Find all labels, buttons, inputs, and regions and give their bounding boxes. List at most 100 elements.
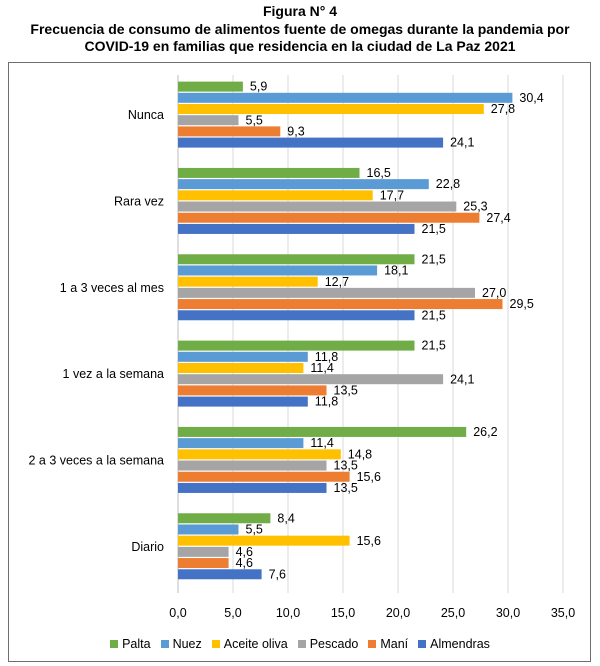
x-tick-label: 20,0 [386, 606, 410, 620]
bar [178, 287, 475, 298]
x-tick-label: 0,0 [169, 606, 186, 620]
bar [178, 212, 480, 223]
legend-label: Pescado [309, 637, 359, 651]
legend-item: Almendras [418, 637, 490, 651]
data-label: 4,6 [236, 545, 253, 559]
data-label: 21,5 [422, 252, 446, 266]
legend-swatch [160, 640, 169, 648]
data-label: 4,6 [236, 556, 253, 570]
data-label: 7,6 [269, 567, 286, 581]
data-label: 21,5 [422, 339, 446, 353]
bar [178, 179, 429, 190]
bar [178, 524, 239, 535]
bar [178, 167, 360, 178]
data-label: 13,5 [334, 384, 358, 398]
legend-item: Palta [110, 637, 151, 651]
bar [178, 460, 327, 471]
category-label: 1 vez a la semana [63, 367, 164, 381]
bar [178, 310, 415, 321]
bar [178, 104, 484, 114]
data-label: 11,4 [310, 436, 333, 450]
legend-item: Nuez [160, 637, 202, 651]
chart-title-line-1: Frecuencia de consumo de alimentos fuent… [30, 21, 570, 37]
data-label: 27,4 [486, 211, 510, 225]
legend-label: Maní [380, 637, 409, 651]
bar [178, 546, 229, 557]
x-tick-label: 25,0 [441, 606, 465, 620]
bar [178, 438, 304, 449]
bar [178, 351, 308, 362]
chart-frame [8, 62, 591, 662]
legend-label: Almendras [430, 637, 490, 651]
bar [178, 449, 341, 460]
data-label: 11,8 [315, 395, 338, 409]
x-tick-label: 35,0 [551, 606, 575, 620]
data-label: 17,7 [380, 188, 404, 202]
bar [178, 92, 513, 103]
legend-swatch [368, 640, 377, 648]
legend-swatch [211, 640, 220, 648]
data-label: 9,3 [287, 125, 304, 139]
bar [178, 276, 318, 287]
bar [178, 513, 271, 524]
bar [178, 340, 415, 351]
bar [178, 396, 308, 407]
legend-label: Nuez [172, 637, 202, 651]
category-label: Diario [131, 540, 164, 554]
bar [178, 374, 444, 385]
data-label: 24,1 [450, 372, 474, 386]
legend-label: Aceite oliva [223, 637, 288, 651]
data-label: 29,5 [510, 297, 534, 311]
bar [178, 201, 457, 212]
bar [178, 190, 373, 201]
legend-swatch [418, 640, 427, 648]
data-label: 27,8 [491, 102, 515, 116]
data-label: 22,8 [436, 177, 460, 191]
bar [178, 299, 503, 310]
x-tick-label: 5,0 [224, 606, 241, 620]
data-label: 12,7 [325, 275, 349, 289]
bar [178, 363, 304, 373]
category-label: 1 a 3 veces al mes [60, 281, 164, 295]
data-label: 13,5 [334, 481, 358, 495]
bar [178, 126, 281, 137]
data-label: 25,3 [463, 200, 487, 214]
data-label: 11,8 [315, 350, 338, 364]
bar [178, 482, 327, 493]
legend-item: Maní [368, 637, 408, 651]
bar [178, 558, 229, 569]
bar [178, 471, 350, 482]
legend-label: Palta [122, 637, 151, 651]
bar [178, 385, 327, 396]
bar [178, 535, 350, 546]
data-label: 26,2 [473, 425, 497, 439]
data-label: 14,8 [348, 447, 372, 461]
data-label: 30,4 [519, 91, 543, 105]
bar [178, 115, 239, 126]
data-label: 8,4 [277, 511, 294, 525]
bar [178, 137, 444, 148]
data-label: 15,6 [357, 470, 381, 484]
chart-title-line-2: COVID-19 en familias que residencia en l… [84, 38, 516, 54]
legend-swatch [110, 640, 119, 648]
data-label: 15,6 [357, 534, 381, 548]
data-label: 5,9 [250, 80, 267, 94]
x-tick-label: 30,0 [496, 606, 520, 620]
data-label: 21,5 [422, 308, 446, 322]
data-label: 16,5 [367, 166, 391, 180]
data-label: 18,1 [384, 264, 408, 278]
legend-item: Pescado [297, 637, 359, 651]
category-label: Rara vez [114, 194, 164, 208]
data-label: 24,1 [450, 136, 474, 150]
legend-swatch [297, 640, 306, 648]
data-label: 21,5 [422, 222, 446, 236]
bar [178, 569, 262, 580]
figure-label: Figura N° 4 [262, 3, 338, 19]
bar [178, 254, 415, 265]
data-label: 27,0 [482, 286, 506, 300]
bar [178, 223, 415, 234]
chart-title: Frecuencia de consumo de alimentos fuent… [10, 21, 590, 55]
bar [178, 81, 243, 92]
data-label: 5,5 [246, 523, 263, 537]
